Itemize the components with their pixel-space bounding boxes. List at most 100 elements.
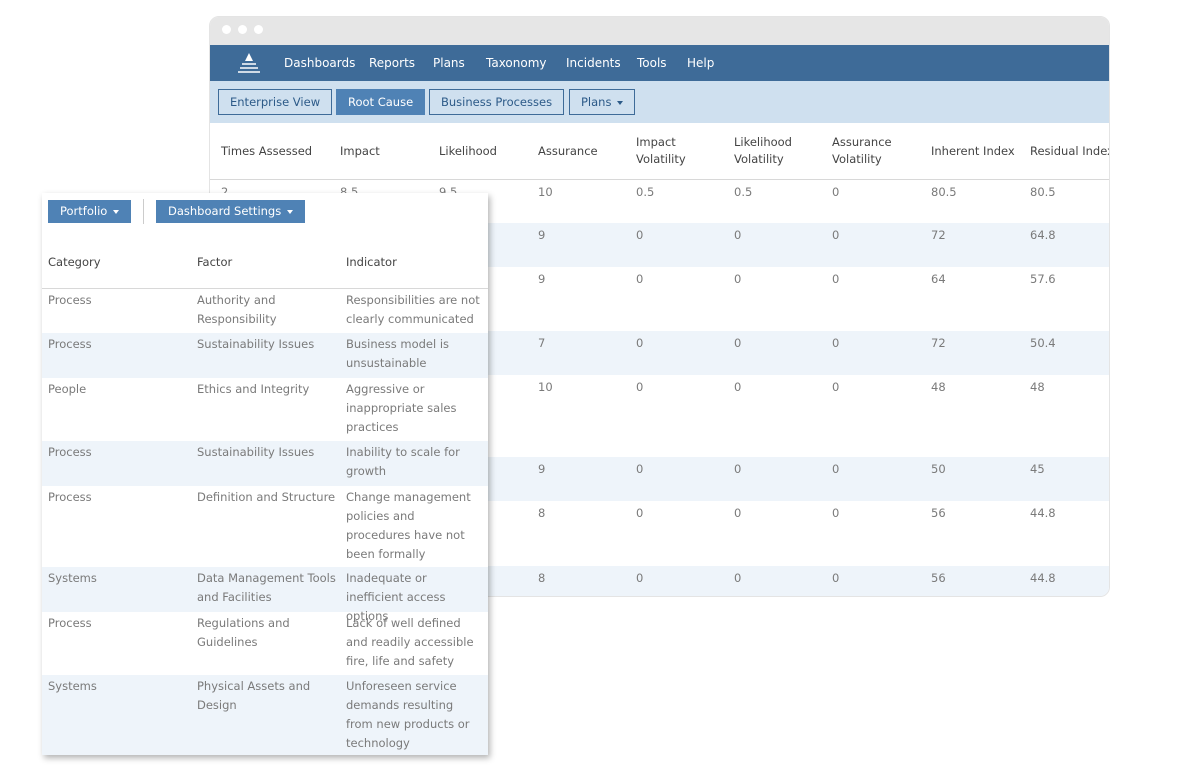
table-cell: 0 [832,272,840,286]
table-cell: 0 [832,336,840,350]
table-row: Process Authority and Responsibility Respo… [42,289,488,333]
column-header: Times Assessed [221,143,313,158]
table-cell: Systems [48,679,97,693]
table-cell: People [48,382,87,396]
window-dot [222,25,231,34]
table-cell: Process [48,490,92,504]
table-cell: Process [48,293,92,307]
table-cell: 0 [832,185,840,199]
nav-item[interactable]: Plans [433,56,465,70]
toolbar-separator [143,199,144,224]
table-row: 10 0 0 0 48 48 [210,375,1109,457]
column-header: Category [48,255,101,269]
column-header: Assurance [538,143,598,158]
column-header: Likelihood Volatility [734,135,792,166]
table-cell: 64 [931,272,946,286]
table-cell: Process [48,337,92,351]
table-cell: 0 [832,462,840,476]
table-cell: 50.4 [1030,336,1056,350]
panel-button[interactable]: Dashboard Settings [156,200,306,223]
table-cell: 0 [734,506,742,520]
table-cell: 0 [832,228,840,242]
column-header: Impact Volatility [636,135,686,166]
table-row: Process Definition and Structure Change ma… [42,486,488,580]
table-cell: Sustainability Issues [197,445,315,459]
column-header: Impact [340,143,380,158]
table-cell: 0 [734,228,742,242]
table-row: 2 8.5 9.5 10 0.5 0.5 0 80.5 80.5 [210,180,1109,223]
table-cell: 2 [221,185,229,199]
table-row: Systems Physical Assets and Design Unfores… [42,675,488,755]
table-cell: 56 [931,506,946,520]
table-cell: Data Management Tools and Facilities [197,571,336,604]
title-bar [210,17,1109,45]
tab-button[interactable]: Root Cause [336,89,426,115]
table-cell: Ethics and Integrity [197,382,310,396]
header-divider [42,288,488,289]
table-row: 8 0 0 0 56 44.8 [210,501,1109,566]
column-header: Residual Index [1030,143,1110,158]
table-cell: Business model is unsustainable [346,337,450,370]
nav-item[interactable]: Dashboards [284,56,356,70]
window-dot [238,25,247,34]
table-cell: 7 [538,336,546,350]
panel-button[interactable]: Portfolio [48,200,132,223]
nav-item[interactable]: Incidents [566,56,621,70]
table-cell: 0 [636,272,644,286]
column-header: Assurance Volatility [832,135,892,166]
table-cell: 0 [734,462,742,476]
nav-item[interactable]: Help [687,56,715,70]
table-cell: 9 [538,462,546,476]
nav-item[interactable]: Reports [369,56,416,70]
table-cell: 44.8 [1030,571,1056,585]
table-cell: Responsibilities are not clearly communi… [346,293,480,326]
table-row: Process Sustainability Issues Business mod… [42,333,488,378]
table-cell: Aggressive or inappropriate sales practi… [346,382,457,434]
table-cell: 0 [636,228,644,242]
nav-item[interactable]: Taxonomy [486,56,547,70]
table-cell: Process [48,616,92,630]
table-cell: Process [48,445,92,459]
table-cell: 0 [636,571,644,585]
table-cell: 45 [1030,462,1045,476]
table-row: Systems Data Management Tools and Facilit… [42,567,488,623]
table-cell: 8 [538,506,546,520]
table-cell: 0 [832,506,840,520]
table-cell: 48 [931,380,946,394]
table-row: Process Sustainability Issues Inability to… [42,441,488,486]
table-row: People Ethics and Integrity Aggressive or … [42,378,488,441]
table-cell: Inability to scale for growth [346,445,460,478]
nav-bar: Dashboards Reports Plans Taxonomy Incidents T… [210,45,1109,81]
tab-button[interactable]: Enterprise View [218,89,333,115]
table-cell: Physical Assets and Design [197,679,311,712]
root-cause-panel: Portfolio Dashboard Settings Category Facto… [42,193,488,755]
table-cell: 0 [734,336,742,350]
table-cell: 0 [636,336,644,350]
column-header: Likelihood [439,143,497,158]
table-cell: 72 [931,228,946,242]
table-cell: 50 [931,462,946,476]
table-cell: 0.5 [636,185,655,199]
table-row: 9 0 0 0 64 57.6 [210,267,1109,331]
table-cell: 0 [636,506,644,520]
logo[interactable] [238,51,260,73]
table-cell: Authority and Responsibility [197,293,277,326]
table-cell: 10 [538,185,553,199]
tab-button[interactable]: Plans [569,89,636,115]
window-dot [254,25,263,34]
table-cell: 0 [734,571,742,585]
header-divider [210,179,1109,180]
nav-item[interactable]: Tools [637,56,667,70]
table-cell: 0 [832,571,840,585]
table-cell: 9 [538,228,546,242]
table-row: Process Regulations and Guidelines Lack of… [42,612,488,687]
column-header: Indicator [346,255,397,269]
tab-button[interactable]: Business Processes [429,89,565,115]
table-cell: 44.8 [1030,506,1056,520]
tab-bar: Enterprise View Root Cause Business Proces… [210,81,1109,123]
table-cell: Unforeseen service demands resulting fro… [346,679,470,750]
table-cell: 0 [832,380,840,394]
table-cell: Systems [48,571,97,585]
table-cell: 64.8 [1030,228,1056,242]
